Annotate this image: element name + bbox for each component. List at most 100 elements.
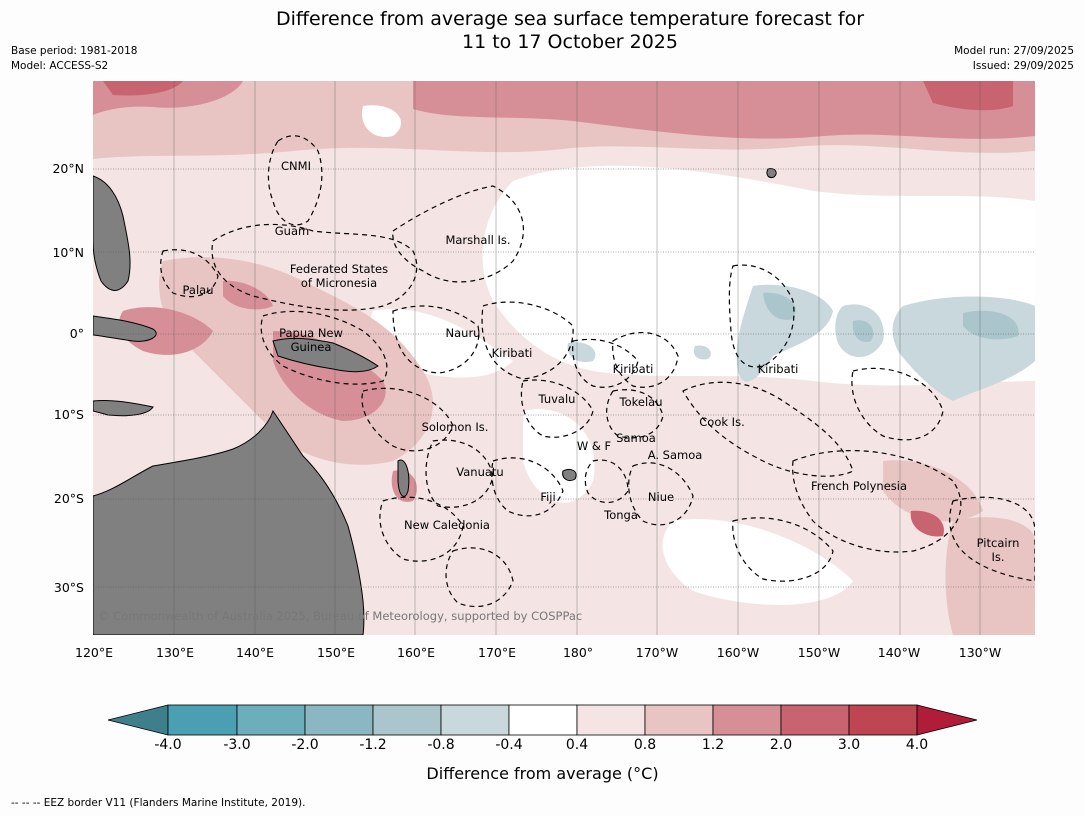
fsm-line-2: of Micronesia	[300, 276, 378, 290]
lon-label-150w: 150°W	[797, 645, 841, 660]
longitude-gridlines	[173, 81, 981, 635]
colorbar-segment-6	[508, 704, 578, 736]
lat-label-10s: 10°S	[53, 407, 84, 422]
place-label-pitcairn: Pitcairn Is.	[977, 536, 1020, 564]
place-label-tonga: Tonga	[604, 508, 638, 522]
warm-patch-ne	[923, 81, 1013, 111]
colorbar-tick: 3.0	[837, 737, 861, 753]
new-guinea-landmass	[272, 337, 379, 373]
lat-label-0: 0°	[69, 326, 84, 341]
warm-patch-maritime	[119, 307, 213, 355]
colorbar-tick: -0.8	[427, 737, 455, 753]
place-label-palau: Palau	[182, 283, 214, 297]
meta-left: Base period: 1981-2018 Model: ACCESS-S2	[11, 44, 137, 74]
cool-patch-2-core	[852, 320, 874, 343]
colorbar-segment-under	[107, 704, 169, 736]
indonesia-landmass	[93, 315, 157, 342]
eez-legend-note: -- -- -- EEZ border V11 (Flanders Marine…	[11, 797, 306, 809]
place-label-png: Papua New Guinea	[279, 326, 343, 354]
philippines-landmass	[93, 175, 131, 291]
colorbar-segment-11	[848, 704, 918, 736]
colorbar-segment-4	[372, 704, 442, 736]
australia-landmass	[93, 409, 365, 635]
colorbar-tick: -3.0	[223, 737, 251, 753]
map-panel	[93, 81, 1035, 635]
colorbar	[107, 704, 978, 736]
issued-date: Issued: 29/09/2025	[972, 60, 1074, 72]
colorbar-segment-5	[440, 704, 510, 736]
png-line-1: Papua New	[279, 326, 343, 340]
colorbar-tick: 1.2	[701, 737, 725, 753]
place-label-fsm: Federated States of Micronesia	[290, 262, 388, 290]
colorbar-segment-8	[644, 704, 714, 736]
colorbar-segment-over	[916, 704, 978, 736]
pitcairn-line-1: Pitcairn	[976, 536, 1020, 550]
fsm-line-1: Federated States	[289, 262, 389, 276]
pitcairn-line-2: Is.	[991, 550, 1005, 564]
lon-label-160e: 160°E	[396, 645, 436, 660]
lon-label-170w: 170°W	[635, 645, 679, 660]
place-label-samoa: Samoa	[616, 431, 656, 445]
timor-landmass	[93, 400, 154, 417]
cool-patch-1	[736, 284, 833, 382]
base-period: Base period: 1981-2018	[11, 45, 138, 57]
place-label-cnmi: CNMI	[281, 159, 311, 173]
colorbar-label: Difference from average (°C)	[426, 764, 659, 783]
place-label-solomon: Solomon Is.	[421, 420, 489, 434]
place-label-marshall: Marshall Is.	[445, 233, 511, 247]
lat-label-30s: 30°S	[53, 580, 84, 595]
lon-label-120e: 120°E	[74, 645, 114, 660]
cool-patch-4	[567, 342, 596, 363]
lon-label-180: 180°	[562, 645, 594, 660]
place-label-niue: Niue	[647, 490, 675, 504]
colorbar-tick: -0.4	[495, 737, 523, 753]
place-label-american-samoa: A. Samoa	[647, 448, 703, 462]
lat-label-20n: 20°N	[52, 161, 84, 176]
warm-patch-palau	[223, 280, 273, 310]
model-run: Model run: 27/09/2025	[954, 45, 1074, 57]
title-line-2: 11 to 17 October 2025	[462, 31, 678, 53]
png-line-2: Guinea	[290, 340, 332, 354]
neutral-patch-north	[362, 105, 402, 137]
colorbar-tick: 0.4	[565, 737, 589, 753]
lon-label-170e: 170°E	[477, 645, 517, 660]
latitude-gridlines	[93, 168, 1035, 588]
colorbar-segment-9	[712, 704, 782, 736]
lon-label-140e: 140°E	[235, 645, 275, 660]
colorbar-tick: -2.0	[291, 737, 319, 753]
map-title: Difference from average sea surface temp…	[0, 8, 1085, 54]
colorbar-tick: 0.8	[633, 737, 657, 753]
meta-right: Model run: 27/09/2025 Issued: 29/09/2025	[954, 44, 1074, 74]
lat-label-10n: 10°N	[52, 245, 84, 260]
place-label-nauru: Nauru	[445, 326, 481, 340]
lon-label-140w: 140°W	[877, 645, 921, 660]
warm-band-north-strong	[413, 81, 1035, 139]
copyright-credit: © Commonwealth of Australia 2025, Bureau…	[98, 609, 583, 623]
colorbar-segment-7	[576, 704, 646, 736]
place-label-tuvalu: Tuvalu	[538, 392, 576, 406]
sst-anomaly-map	[93, 81, 1035, 635]
place-label-tokelau: Tokelau	[619, 395, 663, 409]
warm-region-southeast	[945, 517, 1035, 635]
lat-label-20s: 20°S	[53, 491, 84, 506]
colorbar-segment-10	[780, 704, 850, 736]
place-label-french-polynesia: French Polynesia	[810, 479, 908, 493]
colorbar-tick: 2.0	[769, 737, 793, 753]
eez-borders	[160, 135, 1035, 608]
place-label-cook: Cook Is.	[699, 415, 745, 429]
lon-label-130e: 130°E	[155, 645, 195, 660]
model-name: Model: ACCESS-S2	[11, 60, 109, 72]
colorbar-tick: -1.2	[359, 737, 387, 753]
place-label-kiribati-west: Kiribati	[491, 346, 533, 360]
colorbar-segment-2	[236, 704, 306, 736]
place-label-fiji: Fiji	[540, 490, 556, 504]
place-label-kiribati-central: Kiribati	[612, 362, 654, 376]
cool-patch-1-core	[763, 292, 796, 320]
hawaii-landmass	[766, 168, 777, 178]
vanuatu-landmass	[397, 459, 410, 497]
cool-patch-3-core	[963, 310, 1019, 340]
colorbar-segment-1	[167, 704, 238, 736]
warm-patch-polynesia	[910, 510, 944, 537]
colorbar-segment-3	[304, 704, 374, 736]
lon-label-150e: 150°E	[316, 645, 356, 660]
